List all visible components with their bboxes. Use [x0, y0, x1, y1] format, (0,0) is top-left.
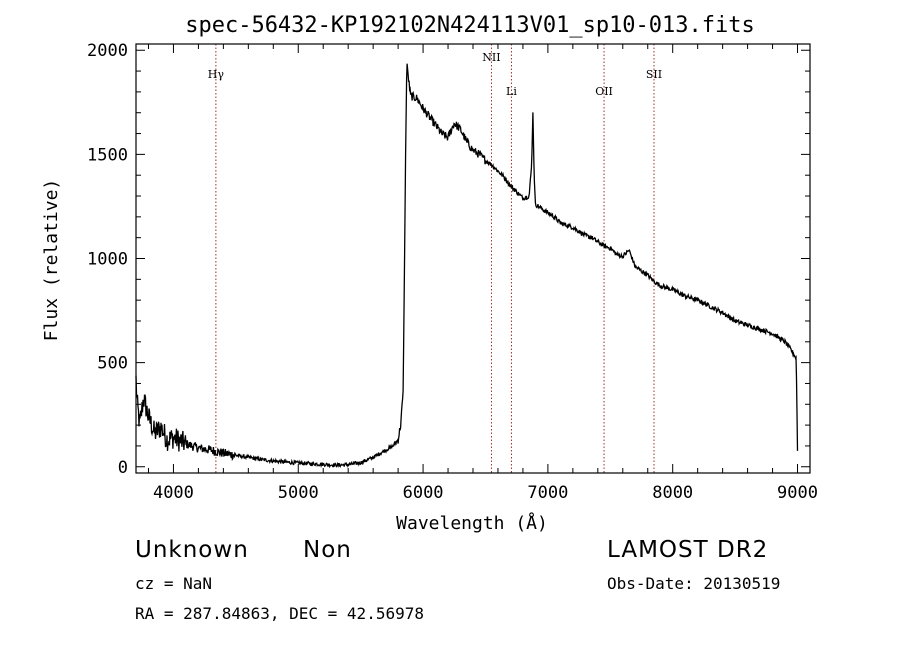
x-tick-label: 6000	[403, 483, 444, 503]
spectral-line-label: Li	[506, 85, 517, 98]
x-tick-label: 7000	[527, 483, 568, 503]
y-axis-label: Flux (relative)	[41, 179, 62, 342]
x-tick-label: 4000	[153, 483, 194, 503]
survey-name: LAMOST DR2	[607, 537, 769, 563]
axis-ticks: 4000 5000 6000 7000 8000 9000 0 500 1000 1500 2000	[87, 41, 818, 503]
spectral-line-markers: Hγ NII Li OII SII	[208, 44, 662, 473]
plot-frame	[135, 43, 811, 474]
y-tick-label: 500	[97, 354, 128, 374]
spectral-line-label: SII	[646, 68, 662, 81]
spectral-line-label: Hγ	[208, 68, 225, 81]
object-subclass: Non	[303, 537, 352, 563]
spectral-line-label: NII	[482, 51, 500, 64]
y-tick-label: 1000	[87, 250, 128, 270]
x-tick-label: 5000	[278, 483, 319, 503]
chart-title: spec-56432-KP192102N424113V01_sp10-013.f…	[185, 13, 755, 38]
y-tick-label: 0	[118, 458, 128, 478]
x-tick-label: 8000	[652, 483, 693, 503]
x-tick-label: 9000	[777, 483, 818, 503]
redshift-cz: cz = NaN	[135, 574, 213, 593]
spectral-line-label: OII	[595, 85, 613, 98]
y-tick-label: 1500	[87, 145, 128, 165]
ra-dec: RA = 287.84863, DEC = 42.56978	[135, 604, 424, 623]
object-class: Unknown	[135, 537, 249, 563]
x-axis-label: Wavelength (Å)	[396, 512, 548, 534]
obs-date: Obs-Date: 20130519	[607, 574, 781, 593]
y-tick-label: 2000	[87, 41, 128, 61]
spectrum-series-line	[135, 63, 799, 469]
